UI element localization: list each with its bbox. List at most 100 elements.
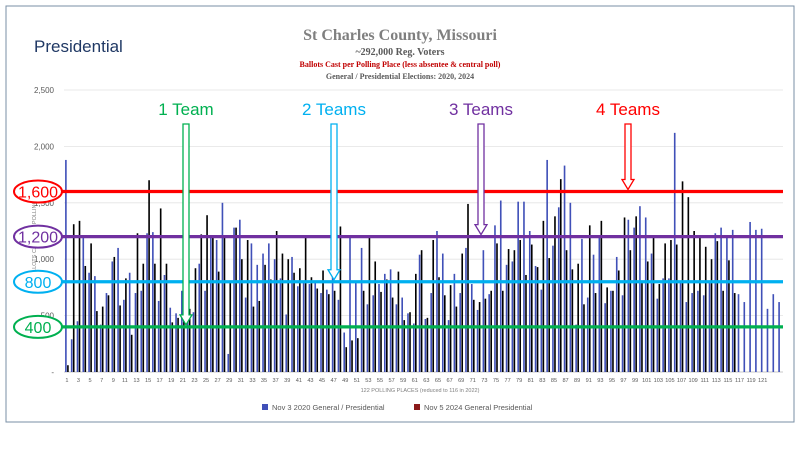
bar-2020 [65, 159, 67, 372]
bar-2024 [501, 290, 504, 372]
x-tick-label: 109 [688, 378, 697, 384]
bar-2024 [258, 300, 261, 372]
x-tick-label: 27 [215, 378, 221, 384]
bar-2024 [617, 270, 620, 372]
bar-2020 [766, 308, 769, 372]
bar-2020 [465, 247, 467, 372]
y-tick-label: - [51, 368, 54, 377]
bar-2024 [299, 268, 301, 372]
bar-2020 [592, 254, 595, 372]
x-tick-label: 19 [168, 378, 174, 384]
bar-2024 [646, 261, 649, 372]
bar-2020 [575, 324, 577, 372]
x-tick-label: 99 [632, 378, 638, 384]
x-tick-label: 83 [539, 378, 545, 384]
bar-2024 [733, 293, 736, 372]
chart-title: St Charles County, Missouri [303, 27, 497, 44]
y-tick-label: 1,500 [34, 199, 55, 208]
bar-2024 [420, 250, 423, 372]
bar-2020 [726, 236, 728, 372]
bar-2020 [749, 221, 751, 372]
x-tick-label: 85 [551, 378, 557, 384]
bar-2024 [675, 244, 678, 372]
bar-2024 [316, 288, 319, 372]
bar-2024 [664, 243, 666, 372]
bar-2024 [148, 180, 150, 372]
x-tick-label: 31 [238, 378, 244, 384]
x-tick-label: 57 [388, 378, 394, 384]
reference-label: 1,200 [18, 230, 58, 247]
bar-2020 [111, 261, 114, 372]
bar-2020 [256, 264, 259, 372]
bar-2024 [264, 264, 266, 372]
bar-2024 [496, 243, 498, 372]
reference-label: 800 [25, 275, 52, 292]
bar-2020 [76, 321, 79, 372]
bar-2020 [239, 219, 241, 372]
bar-2020 [523, 201, 525, 372]
x-tick-label: 65 [435, 378, 441, 384]
bar-2024 [716, 241, 719, 372]
x-tick-label: 121 [758, 378, 767, 384]
bar-2020 [691, 293, 693, 372]
bar-2024 [461, 253, 464, 372]
bar-2024 [704, 246, 707, 372]
chart-subtitle-3: General / Presidential Elections: 2020, … [326, 72, 474, 81]
bar-2024 [362, 290, 365, 372]
bar-2024 [449, 285, 452, 372]
bar-2020 [563, 165, 566, 372]
bar-2020 [82, 236, 85, 372]
bar-2020 [163, 274, 166, 372]
bar-2020 [610, 290, 612, 372]
bar-2020 [88, 272, 90, 372]
team-label: 2 Teams [302, 100, 366, 119]
bar-2024 [600, 220, 603, 372]
x-tick-label: 37 [273, 378, 279, 384]
bar-2020 [297, 286, 299, 372]
bar-2020 [731, 229, 734, 372]
bar-2020 [105, 293, 108, 372]
bar-2020 [401, 297, 403, 372]
bar-2024 [710, 259, 713, 372]
bar-2024 [380, 291, 382, 372]
bar-2020 [244, 297, 247, 372]
bar-2020 [650, 253, 653, 372]
bar-2020 [743, 302, 746, 372]
bar-2024 [322, 270, 324, 372]
bar-2020 [343, 332, 346, 372]
bar-2020 [662, 278, 664, 372]
x-tick-label: 95 [609, 378, 615, 384]
x-tick-label: 89 [574, 378, 580, 384]
x-tick-label: 71 [470, 378, 476, 384]
bar-2024 [136, 233, 139, 372]
bar-2020 [146, 233, 148, 372]
bar-2020 [494, 225, 496, 372]
bar-2020 [476, 309, 479, 372]
bar-2024 [368, 237, 371, 372]
chart-frame [5, 5, 795, 423]
bar-2024 [107, 295, 110, 372]
bar-2020 [737, 294, 740, 372]
bar-2020 [586, 297, 589, 372]
bar-2020 [210, 236, 212, 372]
bar-2024 [536, 267, 539, 372]
bar-2020 [389, 269, 392, 372]
bar-2024 [351, 340, 353, 372]
bar-2024 [96, 311, 98, 372]
x-tick-label: 17 [157, 378, 163, 384]
bar-2020 [262, 253, 264, 372]
x-tick-label: 43 [307, 378, 313, 384]
bar-2024 [188, 308, 191, 372]
bar-2024 [455, 306, 458, 372]
bar-2024 [670, 240, 672, 372]
x-tick-label: 111 [700, 378, 709, 384]
bar-2020 [204, 290, 206, 372]
bar-2020 [673, 132, 676, 372]
bar-2020 [447, 320, 450, 372]
bar-2020 [581, 238, 583, 372]
bar-2024 [241, 259, 243, 372]
bar-2020 [459, 293, 461, 372]
bar-2020 [227, 353, 230, 372]
bar-2024 [728, 260, 730, 372]
bar-2024 [542, 220, 545, 372]
